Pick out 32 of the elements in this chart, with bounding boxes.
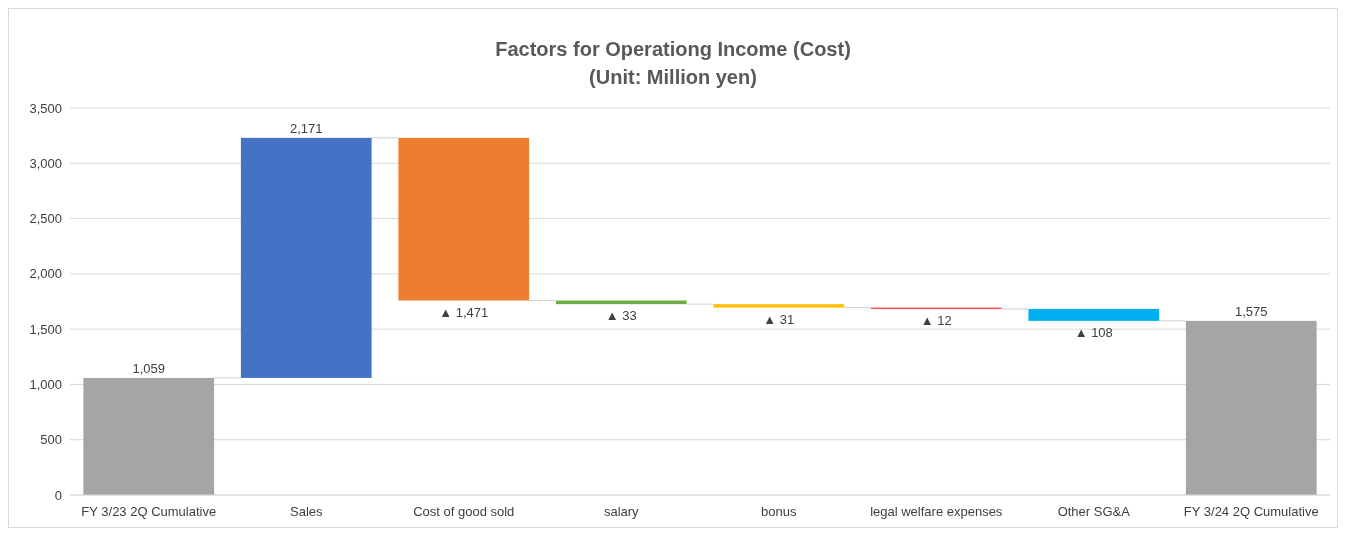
y-tick-label: 1,500 — [29, 321, 62, 337]
chart-title: Factors for Operationg Income (Cost) — [495, 38, 851, 60]
x-tick-label: FY 3/23 2Q Cumulative — [81, 504, 217, 519]
data-label: 2,171 — [289, 120, 323, 136]
data-label: 1,059 — [132, 360, 166, 376]
data-label: ▲ 12 — [920, 312, 952, 328]
bar — [83, 377, 215, 495]
bar — [240, 137, 372, 378]
y-tick-label: 2,000 — [29, 266, 62, 282]
x-tick-label: Sales — [289, 504, 323, 519]
bar — [1028, 308, 1160, 321]
y-tick-label: 1,000 — [29, 376, 62, 392]
bar — [1185, 320, 1317, 495]
data-label: ▲ 33 — [605, 308, 637, 324]
bar — [398, 137, 530, 301]
y-tick-label: 2,500 — [29, 211, 62, 227]
x-tick-label: legal welfare expenses — [870, 504, 1003, 519]
y-tick-label: 0 — [54, 487, 62, 503]
data-label: 1,575 — [1234, 303, 1268, 319]
x-tick-label: salary — [603, 504, 640, 519]
data-label: ▲ 108 — [1074, 324, 1113, 340]
y-tick-label: 3,500 — [29, 100, 62, 116]
x-tick-label: bonus — [761, 504, 797, 519]
y-tick-label: 3,000 — [29, 155, 62, 171]
chart-subtitle: (Unit: Million yen) — [589, 66, 757, 88]
bar — [713, 304, 845, 308]
x-tick-label: Other SG&A — [1057, 504, 1131, 519]
data-label: ▲ 1,471 — [439, 304, 489, 320]
x-tick-label: Cost of good sold — [413, 504, 515, 519]
y-tick-label: 500 — [40, 432, 62, 448]
data-label: ▲ 31 — [763, 311, 795, 327]
x-tick-label: FY 3/24 2Q Cumulative — [1183, 504, 1319, 519]
